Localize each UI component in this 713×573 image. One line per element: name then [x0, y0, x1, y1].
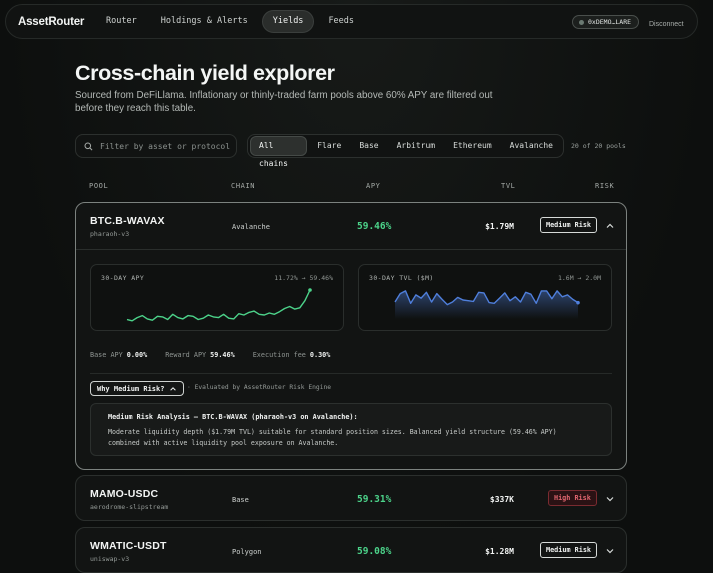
- pool-count: 20 of 20 pools: [571, 142, 626, 150]
- search-input[interactable]: [100, 141, 230, 151]
- column-header-pool[interactable]: POOL: [89, 182, 109, 190]
- column-header-chain[interactable]: CHAIN: [231, 182, 256, 190]
- tvl-sparkline-line: [394, 290, 579, 306]
- pool-name: BTC.B-WAVAX: [90, 215, 165, 227]
- top-nav: AssetRouter Router Holdings & Alerts Yie…: [5, 4, 698, 39]
- tvl-sparkline: [394, 290, 580, 319]
- pool-apy: 59.31%: [357, 494, 392, 505]
- page-subtitle: Sourced from DeFiLlama. Inflationary or …: [75, 90, 493, 114]
- tvl-chart-panel: 30-DAY TVL ($M) 1.6M → 2.0M: [358, 264, 612, 331]
- column-header-apy[interactable]: APY: [366, 182, 381, 190]
- tvl-chart-range: 1.6M → 2.0M: [557, 274, 601, 282]
- risk-analysis-title: Medium Risk Analysis — BTC.B-WAVAX (phar…: [108, 413, 358, 421]
- column-header-tvl[interactable]: TVL: [501, 182, 516, 190]
- risk-analysis-body: Moderate liquidity depth ($1.79M TVL) su…: [108, 428, 557, 447]
- risk-engine-note: · Evaluated by AssetRouter Risk Engine: [187, 384, 332, 391]
- chain-filter: All chains Flare Base Arbitrum Ethereum …: [247, 134, 564, 168]
- risk-badge: Medium Risk: [540, 217, 598, 233]
- pool-tvl: $337K: [489, 495, 514, 504]
- pool-apy: 59.46%: [357, 221, 392, 232]
- stat-base-label: Base APY: [90, 351, 123, 359]
- nav-link-holdings[interactable]: Holdings & Alerts: [160, 16, 248, 26]
- pool-name: WMATIC-USDT: [90, 540, 167, 552]
- disconnect-button[interactable]: Disconnect: [649, 21, 684, 28]
- why-risk-label: Why Medium Risk?: [97, 384, 165, 393]
- chain-chip-flare[interactable]: Flare: [317, 141, 342, 150]
- pool-tvl: $1.28M: [485, 547, 514, 556]
- wallet-badge[interactable]: 0xDEMO…LARE: [572, 15, 640, 29]
- chevron-up-icon[interactable]: [605, 221, 615, 231]
- tvl-chart-label: 30-DAY TVL ($M): [369, 274, 434, 282]
- pool-protocol: aerodrome-slipstream: [90, 503, 169, 511]
- nav-link-yields[interactable]: Yields: [261, 10, 315, 33]
- wallet-status-dot: [579, 19, 584, 25]
- apy-sparkline: [126, 288, 312, 322]
- pool-card-expanded: BTC.B-WAVAX pharaoh-v3 Avalanche 59.46% …: [75, 202, 627, 470]
- chevron-down-icon[interactable]: [605, 494, 615, 504]
- pool-protocol: uniswap-v3: [90, 555, 130, 563]
- pool-chain: Polygon: [232, 548, 262, 556]
- stat-reward: Reward APY 59.46%: [165, 351, 234, 359]
- why-risk-button[interactable]: Why Medium Risk?: [90, 381, 185, 396]
- nav-links: Router Holdings & Alerts Yields Feeds: [96, 10, 364, 33]
- brand-logo[interactable]: AssetRouter: [18, 15, 85, 28]
- chain-chip-avalanche[interactable]: Avalanche: [509, 141, 553, 150]
- chevron-up-icon: [170, 386, 177, 391]
- chain-chip-all[interactable]: All chains: [250, 136, 308, 168]
- stat-base-value: 0.00%: [126, 351, 148, 359]
- page-title: Cross-chain yield explorer: [75, 61, 335, 85]
- tvl-sparkline-area: [395, 290, 578, 319]
- stat-reward-value: 59.46%: [210, 351, 235, 359]
- section-divider: [90, 373, 612, 374]
- stat-reward-label: Reward APY: [165, 351, 207, 359]
- risk-analysis-box: Medium Risk Analysis — BTC.B-WAVAX (phar…: [90, 403, 612, 456]
- chain-chip-arbitrum[interactable]: Arbitrum: [396, 141, 436, 150]
- stat-fee-value: 0.30%: [309, 351, 331, 359]
- row-divider: [76, 249, 626, 250]
- risk-engine-label: Evaluated by AssetRouter Risk Engine: [194, 384, 332, 391]
- apy-chart-range: 11.72% → 59.46%: [274, 274, 333, 282]
- chain-chip-ethereum[interactable]: Ethereum: [453, 141, 492, 150]
- wallet-address: 0xDEMO…LARE: [588, 18, 632, 26]
- pool-apy: 59.08%: [357, 546, 392, 557]
- pool-card[interactable]: MAMO-USDC aerodrome-slipstream Base 59.3…: [75, 475, 627, 521]
- pool-chain: Avalanche: [232, 223, 270, 231]
- chevron-down-icon[interactable]: [605, 546, 615, 556]
- pool-row[interactable]: BTC.B-WAVAX pharaoh-v3 Avalanche 59.46% …: [76, 203, 626, 249]
- apy-breakdown: Base APY 0.00% Reward APY 59.46% Execution…: [90, 351, 330, 359]
- pool-tvl: $1.79M: [485, 222, 514, 231]
- tvl-sparkline-end-point: [576, 300, 580, 305]
- apy-chart-label: 30-DAY APY: [101, 274, 145, 282]
- pool-name: MAMO-USDC: [90, 488, 159, 500]
- stat-fee-label: Execution fee: [252, 351, 306, 359]
- apy-sparkline-line: [126, 289, 311, 322]
- nav-link-feeds[interactable]: Feeds: [328, 16, 355, 26]
- chain-chip-base[interactable]: Base: [359, 141, 379, 150]
- pool-protocol: pharaoh-v3: [90, 230, 130, 238]
- search-box[interactable]: [75, 134, 237, 158]
- pool-card[interactable]: WMATIC-USDT uniswap-v3 Polygon 59.08% $1…: [75, 527, 627, 573]
- risk-badge: Medium Risk: [540, 542, 598, 558]
- apy-sparkline-end-point: [308, 288, 312, 292]
- search-icon: [84, 141, 93, 150]
- apy-chart-panel: 30-DAY APY 11.72% → 59.46%: [90, 264, 344, 331]
- nav-link-router[interactable]: Router: [106, 16, 137, 26]
- pool-chain: Base: [232, 496, 249, 504]
- column-header-risk[interactable]: RISK: [595, 182, 615, 190]
- stat-fee: Execution fee 0.30%: [253, 351, 331, 359]
- risk-badge: High Risk: [548, 490, 597, 506]
- stat-base: Base APY 0.00%: [90, 351, 147, 359]
